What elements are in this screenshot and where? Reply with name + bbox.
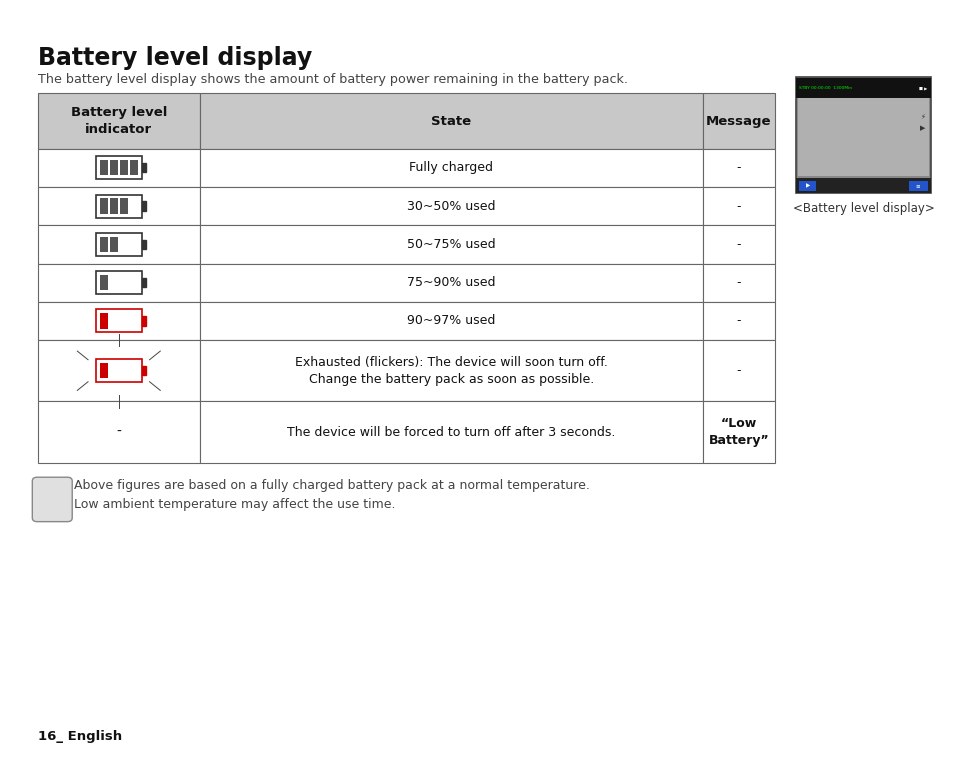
Bar: [199, 93, 702, 149]
Bar: [38, 302, 199, 340]
Bar: [110, 160, 118, 175]
Bar: [702, 225, 774, 264]
Text: The device will be forced to turn off after 3 seconds.: The device will be forced to turn off af…: [287, 426, 615, 438]
Bar: [96, 359, 141, 382]
Text: The battery level display shows the amount of battery power remaining in the bat: The battery level display shows the amou…: [38, 73, 627, 86]
Text: -: -: [736, 238, 740, 250]
Bar: [199, 401, 702, 463]
Text: 16_ English: 16_ English: [38, 730, 122, 743]
Bar: [110, 237, 118, 252]
Text: ▶: ▶: [805, 183, 809, 188]
Text: 75~90% used: 75~90% used: [407, 277, 496, 289]
Bar: [120, 160, 128, 175]
Text: ⚡
▶: ⚡ ▶: [920, 114, 924, 131]
Text: “Low
Battery”: “Low Battery”: [708, 417, 768, 447]
Bar: [100, 237, 108, 252]
Text: 50~75% used: 50~75% used: [407, 238, 496, 250]
Bar: [907, 181, 926, 191]
Bar: [38, 401, 199, 463]
Text: -: -: [116, 425, 121, 439]
Bar: [702, 401, 774, 463]
Bar: [38, 340, 199, 401]
Bar: [100, 313, 108, 329]
Bar: [38, 225, 199, 264]
Bar: [141, 366, 146, 375]
Bar: [100, 275, 108, 290]
Bar: [100, 198, 108, 214]
Bar: [199, 340, 702, 401]
Bar: [110, 198, 118, 214]
Bar: [96, 271, 141, 294]
Bar: [796, 77, 930, 193]
Bar: [38, 93, 199, 149]
Bar: [141, 201, 146, 211]
Text: 90~97% used: 90~97% used: [407, 315, 496, 327]
Text: State: State: [431, 115, 471, 127]
Bar: [702, 302, 774, 340]
Bar: [199, 302, 702, 340]
Bar: [141, 316, 146, 326]
Bar: [199, 225, 702, 264]
Text: ≡: ≡: [915, 183, 920, 188]
Text: Exhausted (flickers): The device will soon turn off.
Change the battery pack as : Exhausted (flickers): The device will so…: [294, 355, 607, 386]
Bar: [120, 198, 128, 214]
Text: ■ ▶: ■ ▶: [919, 86, 926, 90]
Bar: [796, 178, 930, 193]
Text: -: -: [736, 315, 740, 327]
Bar: [38, 187, 199, 225]
Bar: [130, 160, 137, 175]
Text: -: -: [736, 365, 740, 377]
Text: STBY 00:00:00  1300Min: STBY 00:00:00 1300Min: [799, 86, 852, 90]
Bar: [141, 278, 146, 287]
Text: Fully charged: Fully charged: [409, 162, 493, 174]
Text: <Battery level display>: <Battery level display>: [792, 202, 934, 215]
Text: -: -: [736, 277, 740, 289]
Bar: [799, 181, 816, 191]
Bar: [702, 340, 774, 401]
Bar: [96, 233, 141, 256]
Bar: [100, 160, 108, 175]
FancyBboxPatch shape: [32, 477, 72, 522]
Bar: [199, 149, 702, 187]
Bar: [796, 78, 930, 98]
Bar: [702, 93, 774, 149]
Bar: [702, 264, 774, 302]
Text: Above figures are based on a fully charged battery pack at a normal temperature.: Above figures are based on a fully charg…: [74, 479, 589, 511]
Bar: [100, 363, 108, 378]
Text: Message: Message: [705, 115, 771, 127]
Bar: [38, 264, 199, 302]
Text: Battery level display: Battery level display: [38, 46, 312, 70]
Bar: [38, 149, 199, 187]
Bar: [96, 156, 141, 179]
Text: 30~50% used: 30~50% used: [407, 200, 496, 212]
Bar: [702, 187, 774, 225]
Text: -: -: [736, 200, 740, 212]
Bar: [702, 149, 774, 187]
Bar: [798, 81, 928, 176]
Bar: [96, 195, 141, 218]
Bar: [141, 163, 146, 172]
Bar: [141, 240, 146, 249]
Bar: [199, 264, 702, 302]
Bar: [199, 187, 702, 225]
Bar: [96, 309, 141, 332]
Text: Battery level
indicator: Battery level indicator: [71, 106, 167, 136]
Text: -: -: [736, 162, 740, 174]
